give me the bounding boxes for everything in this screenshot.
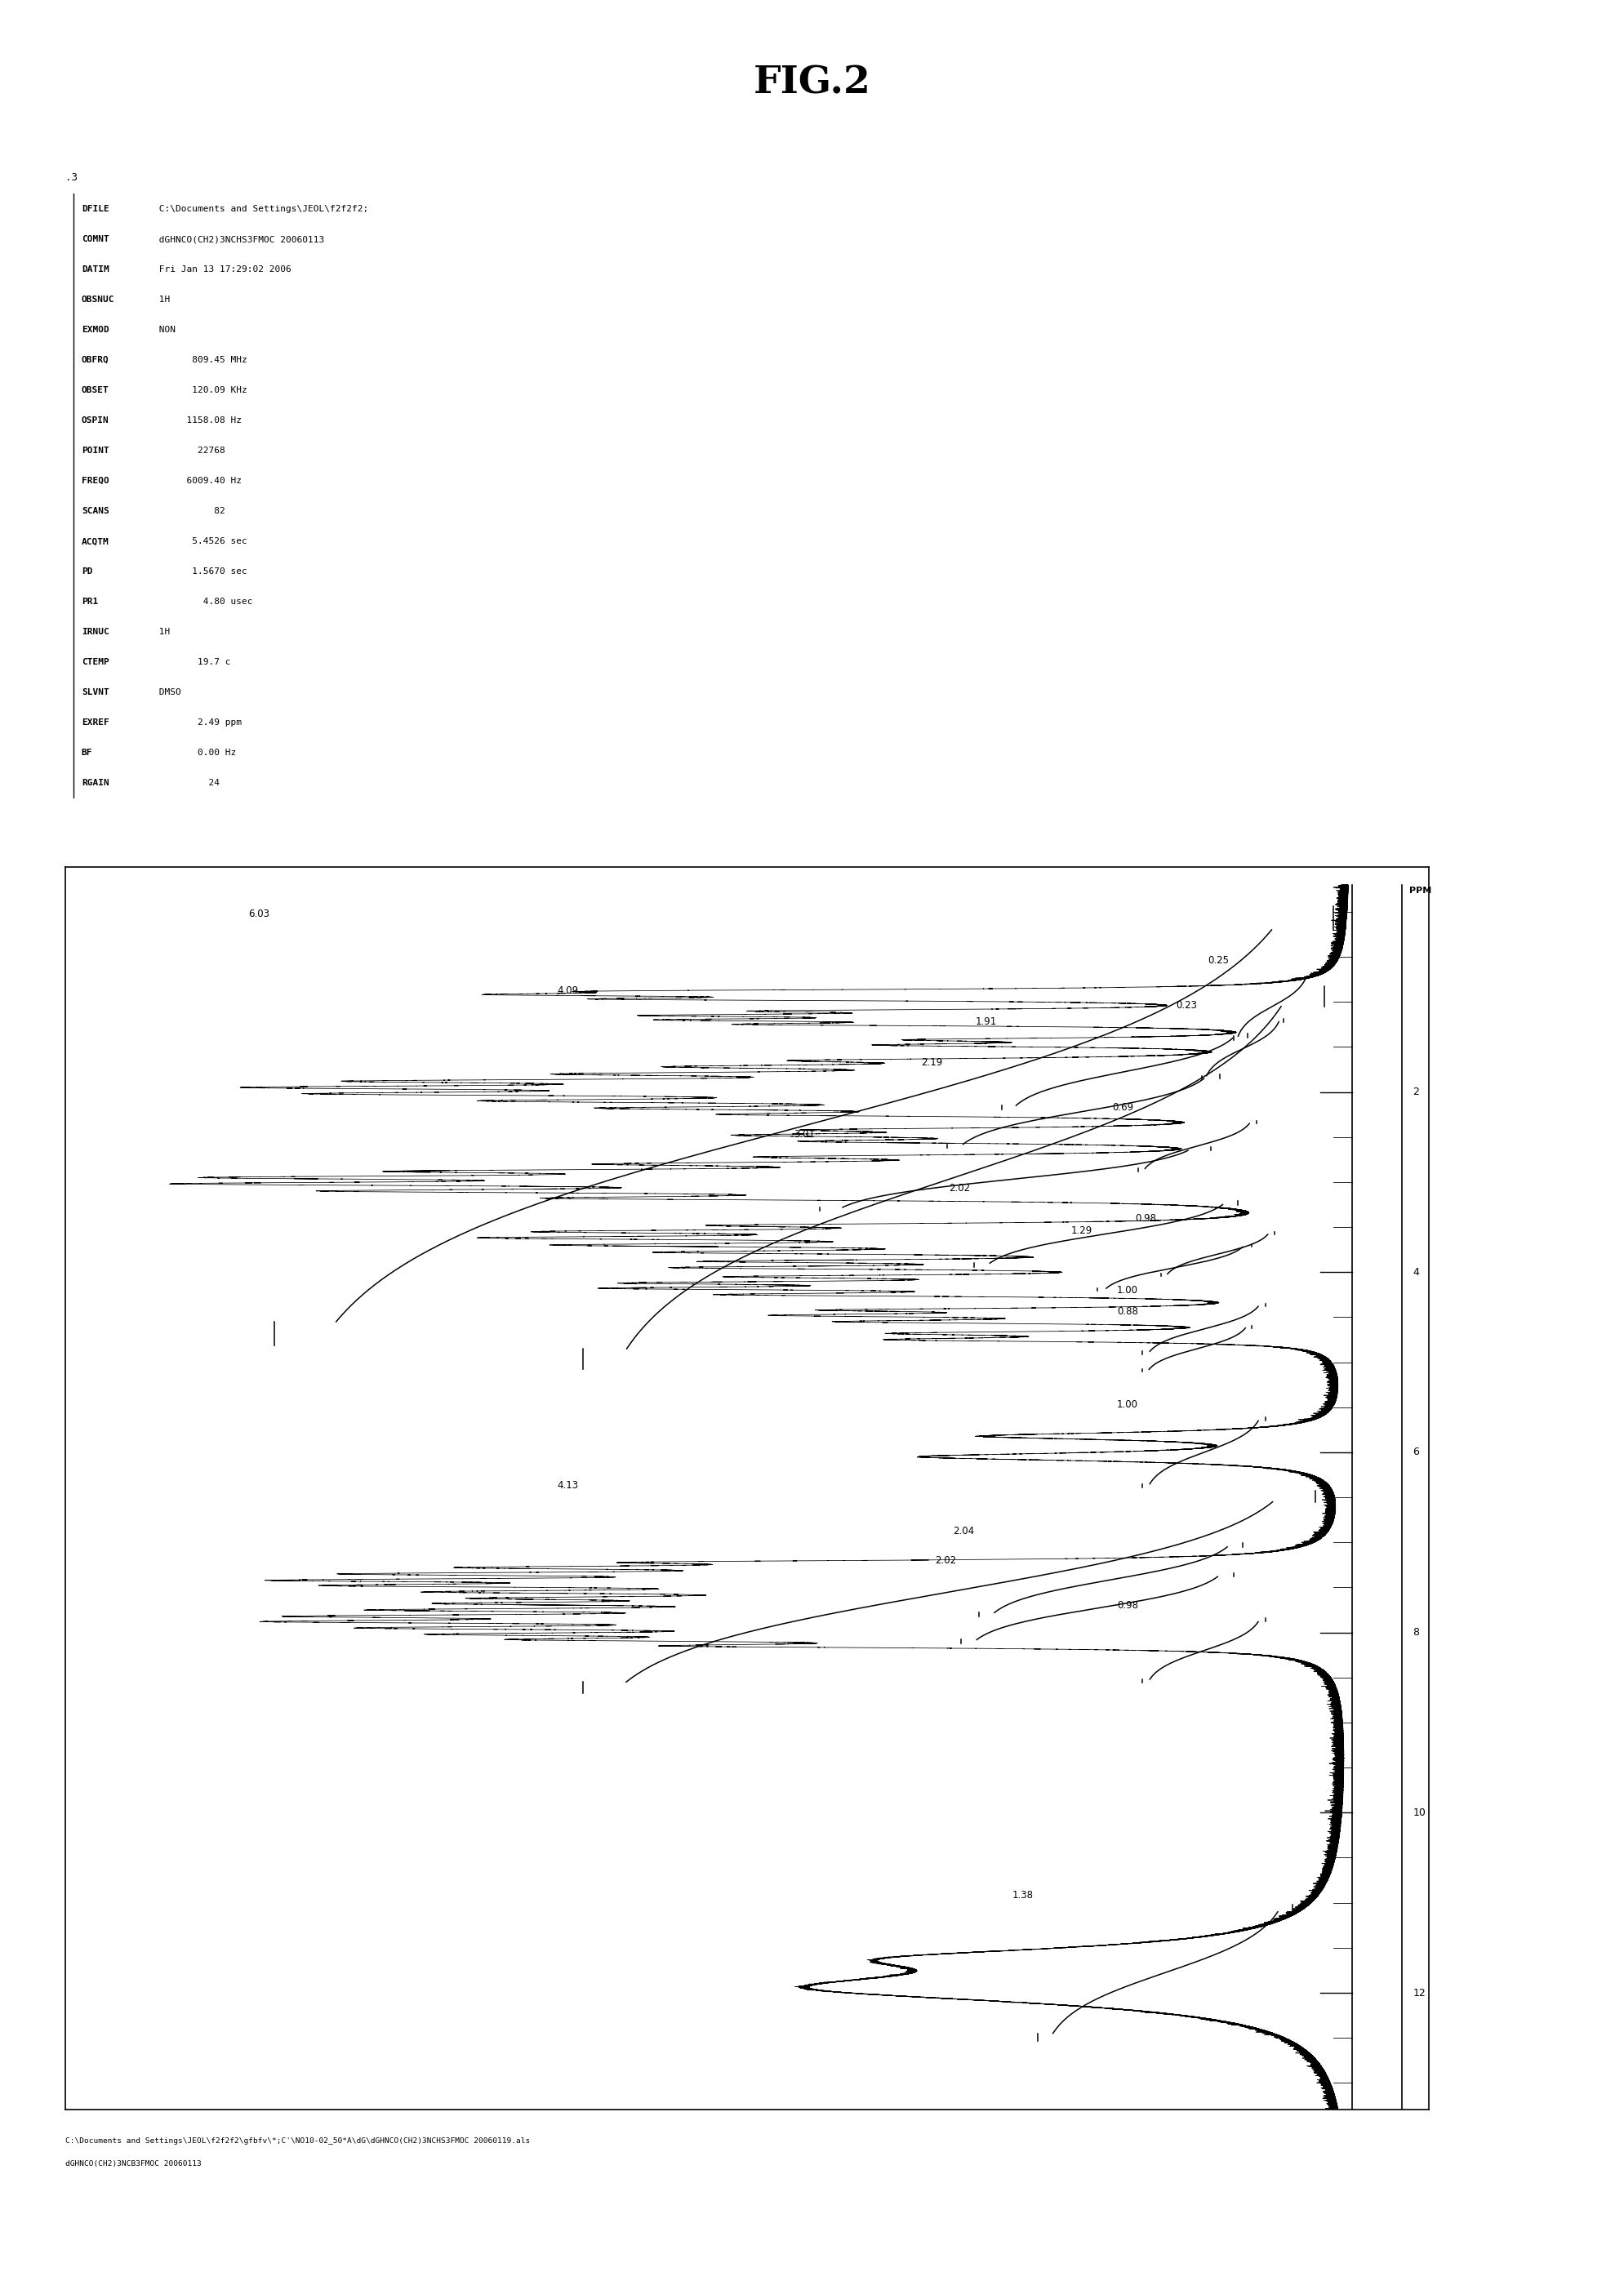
Text: 12: 12 bbox=[1413, 1987, 1426, 1998]
Text: 1.5670 sec: 1.5670 sec bbox=[153, 568, 247, 575]
Text: 0.23: 0.23 bbox=[1176, 1001, 1197, 1010]
Text: 120.09 KHz: 120.09 KHz bbox=[153, 385, 247, 395]
Text: DATIM: DATIM bbox=[81, 265, 109, 274]
Text: 1H: 1H bbox=[153, 297, 171, 303]
Text: 4.09: 4.09 bbox=[557, 985, 578, 995]
Text: PR1: PR1 bbox=[81, 598, 97, 607]
Text: 19.7 c: 19.7 c bbox=[153, 659, 231, 666]
Text: EXREF: EXREF bbox=[81, 719, 109, 728]
Text: COMNT: COMNT bbox=[81, 235, 109, 244]
Text: 0.25: 0.25 bbox=[1208, 956, 1229, 965]
Text: 6: 6 bbox=[1413, 1446, 1419, 1458]
Text: 0.69: 0.69 bbox=[1112, 1102, 1134, 1113]
Text: SLVNT: SLVNT bbox=[81, 689, 109, 696]
Text: 0.98: 0.98 bbox=[1117, 1601, 1138, 1610]
Text: 4.80 usec: 4.80 usec bbox=[153, 598, 252, 607]
Text: FREQO: FREQO bbox=[81, 477, 109, 486]
Text: 1.38: 1.38 bbox=[1012, 1891, 1033, 1900]
Text: SCANS: SCANS bbox=[81, 506, 109, 516]
Text: 2.04: 2.04 bbox=[953, 1526, 974, 1535]
Text: 5.4526 sec: 5.4526 sec bbox=[153, 538, 247, 545]
Text: Fri Jan 13 17:29:02 2006: Fri Jan 13 17:29:02 2006 bbox=[153, 265, 291, 274]
Text: 8: 8 bbox=[1413, 1626, 1419, 1638]
Text: PD: PD bbox=[81, 568, 93, 575]
Text: FIG.2: FIG.2 bbox=[754, 64, 870, 100]
Text: 0.00 Hz: 0.00 Hz bbox=[153, 748, 235, 757]
Text: 2.49 ppm: 2.49 ppm bbox=[153, 719, 242, 728]
Text: .3: .3 bbox=[65, 171, 78, 182]
Text: 2.02: 2.02 bbox=[935, 1556, 957, 1565]
Text: OBFRQ: OBFRQ bbox=[81, 356, 109, 365]
Text: POINT: POINT bbox=[81, 447, 109, 454]
Text: 4: 4 bbox=[1413, 1266, 1419, 1277]
Text: 1.29: 1.29 bbox=[1072, 1225, 1093, 1236]
Text: CTEMP: CTEMP bbox=[81, 659, 109, 666]
Text: OBSET: OBSET bbox=[81, 385, 109, 395]
Text: 2.19: 2.19 bbox=[921, 1056, 942, 1068]
Text: 0.88: 0.88 bbox=[1117, 1307, 1138, 1316]
Text: OBSNUC: OBSNUC bbox=[81, 297, 115, 303]
Text: dGHNCO(CH2)3NCHS3FMOC 20060113: dGHNCO(CH2)3NCHS3FMOC 20060113 bbox=[153, 235, 325, 244]
Text: DFILE: DFILE bbox=[81, 205, 109, 212]
Text: 22768: 22768 bbox=[153, 447, 226, 454]
Text: 1.00: 1.00 bbox=[1117, 1398, 1138, 1410]
Text: 6.03: 6.03 bbox=[248, 908, 270, 919]
Text: 24: 24 bbox=[153, 780, 219, 787]
Text: 4.13: 4.13 bbox=[557, 1480, 578, 1492]
Text: 0.98: 0.98 bbox=[1135, 1213, 1156, 1223]
Text: 1.00: 1.00 bbox=[1117, 1284, 1138, 1296]
Text: PPM: PPM bbox=[1410, 887, 1431, 894]
Text: 2.02: 2.02 bbox=[948, 1184, 970, 1193]
Text: EXMOD: EXMOD bbox=[81, 326, 109, 333]
Text: 809.45 MHz: 809.45 MHz bbox=[153, 356, 247, 365]
Text: 82: 82 bbox=[153, 506, 226, 516]
Text: 6009.40 Hz: 6009.40 Hz bbox=[153, 477, 242, 486]
Text: DMSO: DMSO bbox=[153, 689, 180, 696]
Text: IRNUC: IRNUC bbox=[81, 627, 109, 636]
Text: 1158.08 Hz: 1158.08 Hz bbox=[153, 417, 242, 424]
Text: OSPIN: OSPIN bbox=[81, 417, 109, 424]
Text: 1.91: 1.91 bbox=[976, 1017, 997, 1026]
Text: RGAIN: RGAIN bbox=[81, 780, 109, 787]
Text: 1H: 1H bbox=[153, 627, 171, 636]
Text: dGHNCO(CH2)3NCB3FMOC 20060113: dGHNCO(CH2)3NCB3FMOC 20060113 bbox=[65, 2160, 201, 2167]
Text: NON: NON bbox=[153, 326, 175, 333]
Text: 2: 2 bbox=[1413, 1086, 1419, 1097]
Text: C:\Documents and Settings\JEOL\f2f2f2\gfbfv\*;C'\NO10-02_50*A\dG\dGHNCO(CH2)3NCH: C:\Documents and Settings\JEOL\f2f2f2\gf… bbox=[65, 2137, 529, 2144]
Text: C:\Documents and Settings\JEOL\f2f2f2;: C:\Documents and Settings\JEOL\f2f2f2; bbox=[153, 205, 369, 212]
Text: 10: 10 bbox=[1413, 1807, 1426, 1818]
Text: BF: BF bbox=[81, 748, 93, 757]
Text: ACQTM: ACQTM bbox=[81, 538, 109, 545]
Text: 3.01: 3.01 bbox=[794, 1129, 815, 1140]
